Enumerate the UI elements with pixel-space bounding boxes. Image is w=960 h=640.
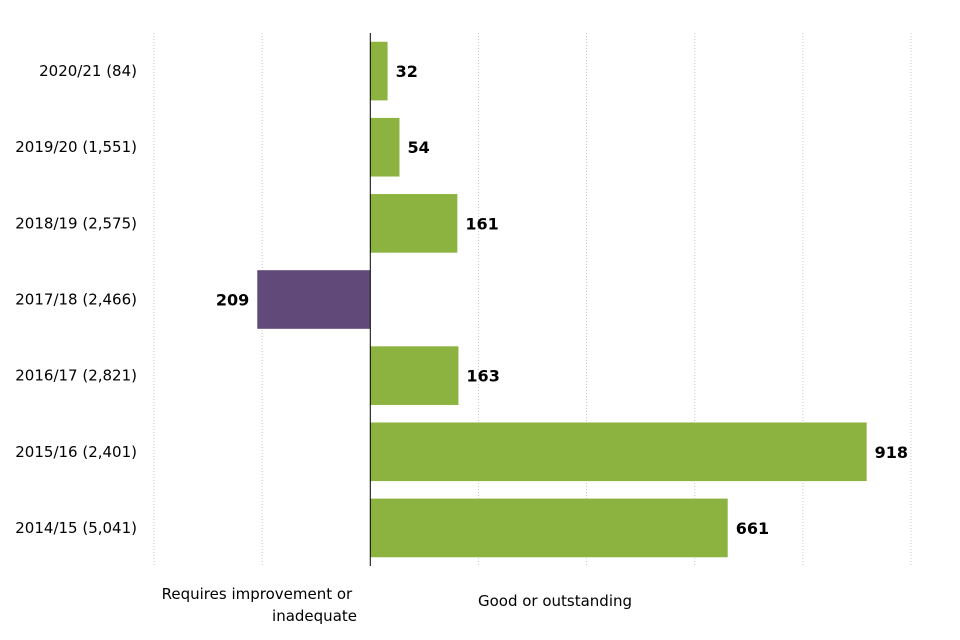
bar	[370, 422, 867, 482]
category-label: 2018/19 (2,575)	[15, 214, 137, 232]
data-label: 54	[407, 138, 429, 157]
bar	[257, 270, 371, 329]
bars	[257, 41, 867, 558]
negative-axis-label-line-2: inadequate	[272, 607, 357, 625]
data-label: 161	[465, 214, 498, 233]
category-label: 2015/16 (2,401)	[15, 443, 137, 461]
negative-axis-label: Requires improvement or inadequate	[162, 585, 357, 625]
bar	[370, 194, 458, 253]
bar	[370, 117, 400, 177]
category-label: 2020/21 (84)	[39, 62, 137, 80]
category-label: 2017/18 (2,466)	[15, 291, 137, 309]
category-labels: 2020/21 (84) 2019/20 (1,551) 2018/19 (2,57…	[15, 62, 137, 537]
bar	[370, 41, 388, 101]
data-label: 32	[396, 62, 418, 81]
positive-axis-label: Good or outstanding	[478, 592, 632, 610]
bar	[370, 498, 728, 558]
category-label: 2014/15 (5,041)	[15, 519, 137, 537]
category-label: 2019/20 (1,551)	[15, 138, 137, 156]
data-label: 661	[736, 519, 769, 538]
data-label: 163	[466, 367, 499, 386]
value-labels: 32 54 161 209 163 918 661	[216, 62, 908, 538]
data-label: 209	[216, 291, 249, 310]
bar	[370, 346, 459, 405]
category-label: 2016/17 (2,821)	[15, 367, 137, 385]
negative-axis-label-line-1: Requires improvement or	[162, 585, 353, 603]
data-label: 918	[875, 443, 908, 462]
